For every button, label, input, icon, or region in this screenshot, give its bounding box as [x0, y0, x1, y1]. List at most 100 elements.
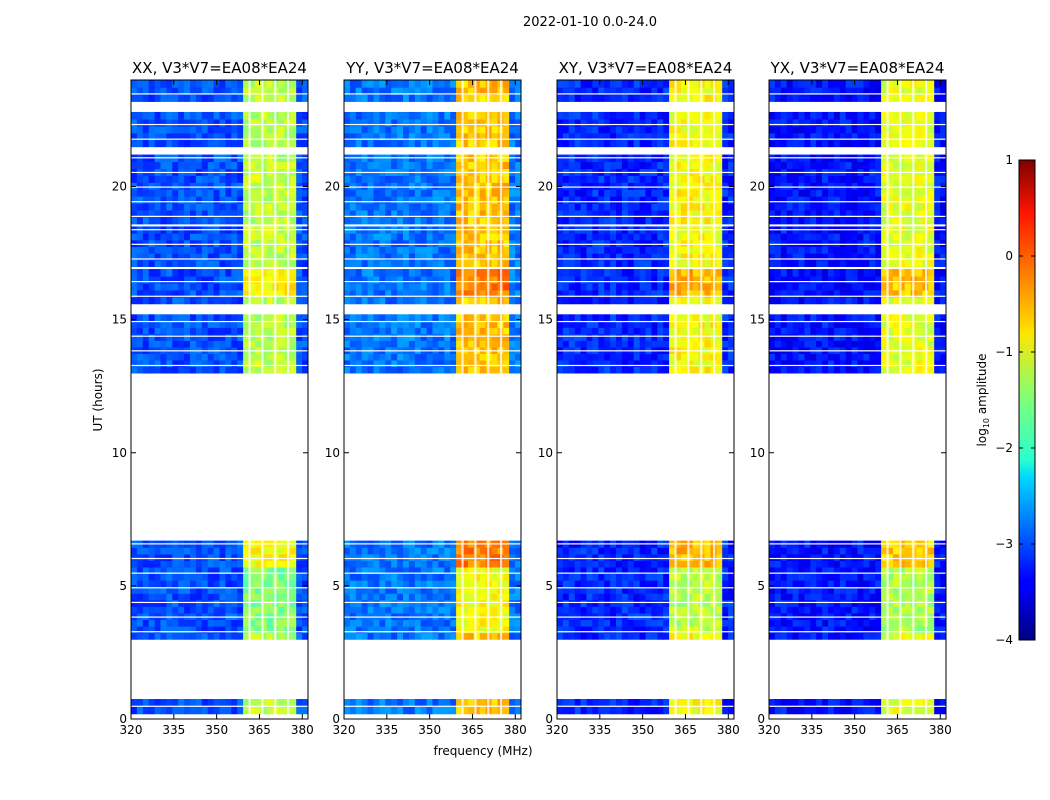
heatmap-cell: [669, 233, 676, 241]
heatmap-cell: [580, 706, 588, 715]
heatmap-cell: [420, 259, 428, 267]
heatmap-cell: [657, 320, 664, 328]
heatmap-cell: [219, 632, 226, 640]
heatmap-cell: [385, 282, 392, 291]
heatmap-cell: [704, 253, 711, 261]
heatmap-cell: [574, 580, 582, 588]
heatmap-cell: [639, 289, 647, 298]
heatmap-cell: [432, 246, 439, 254]
heatmap-cell: [213, 118, 221, 127]
heatmap-cell: [391, 94, 398, 102]
heatmap-cell: [680, 586, 688, 594]
heatmap-cell: [604, 320, 611, 328]
heatmap-cell: [562, 259, 570, 267]
heatmap-cell: [403, 320, 410, 328]
heatmap-cell: [136, 269, 144, 277]
heatmap-cell: [302, 216, 308, 225]
heatmap-cell: [290, 94, 297, 102]
heatmap-cell: [479, 209, 487, 218]
heatmap-cell: [131, 233, 138, 241]
heatmap-cell: [562, 340, 570, 348]
heatmap-cell: [467, 259, 475, 267]
heatmap-cell: [142, 132, 150, 141]
heatmap-cell: [349, 203, 357, 211]
heatmap-cell: [669, 203, 676, 211]
heatmap-cell: [604, 289, 611, 298]
heatmap-cell: [716, 239, 723, 248]
heatmap-cell: [651, 189, 658, 197]
heatmap-cell: [722, 296, 729, 305]
heatmap-cell: [574, 275, 582, 284]
heatmap-cell: [184, 118, 191, 127]
heatmap-cell: [385, 203, 392, 211]
heatmap-cell: [408, 80, 416, 88]
heatmap-cell: [420, 553, 428, 561]
heatmap-cell: [195, 209, 203, 218]
heatmap-cell: [473, 593, 481, 601]
heatmap-cell: [426, 275, 434, 284]
heatmap-cell: [491, 196, 498, 204]
heatmap-cell: [142, 706, 150, 715]
heatmap-cell: [397, 333, 404, 341]
heatmap-cell: [604, 560, 611, 568]
heatmap-cell: [166, 560, 173, 568]
heatmap-cell: [184, 327, 191, 335]
heatmap-cell: [397, 289, 404, 298]
heatmap-cell: [686, 175, 694, 183]
heatmap-cell: [580, 182, 588, 190]
heatmap-cell: [580, 203, 588, 211]
heatmap-cell: [397, 606, 404, 614]
heatmap-cell: [663, 706, 670, 715]
heatmap-cell: [201, 573, 209, 581]
heatmap-cell: [663, 253, 670, 261]
heatmap-cell: [344, 340, 351, 348]
heatmap-cell: [438, 216, 445, 225]
heatmap-cell: [438, 353, 445, 361]
heatmap-cell: [633, 366, 641, 374]
heatmap-cell: [633, 586, 641, 594]
heatmap-cell: [621, 189, 629, 197]
heatmap-cell: [420, 566, 428, 575]
heatmap-cell: [266, 553, 274, 561]
heatmap-cell: [361, 175, 369, 183]
heatmap-cell: [728, 314, 734, 322]
heatmap-cell: [557, 196, 564, 204]
heatmap-cell: [592, 182, 599, 190]
heatmap-cell: [580, 246, 588, 254]
heatmap-cell: [503, 125, 510, 134]
heatmap-cell: [190, 239, 197, 248]
heatmap-cell: [302, 111, 308, 120]
heatmap-cell: [426, 586, 434, 594]
heatmap-cell: [610, 560, 617, 568]
heatmap-cell: [651, 625, 658, 634]
heatmap-cell: [645, 327, 652, 335]
heatmap-cell: [503, 566, 510, 575]
heatmap-cell: [557, 125, 564, 134]
heatmap-cell: [278, 253, 285, 261]
heatmap-cell: [562, 269, 570, 277]
heatmap-cell: [467, 599, 475, 607]
heatmap-cell: [249, 706, 256, 715]
heatmap-cell: [450, 139, 457, 148]
heatmap-cell: [166, 632, 173, 640]
heatmap-cell: [225, 553, 232, 561]
heatmap-cell: [562, 246, 570, 254]
heatmap-cell: [408, 606, 416, 614]
heatmap-cell: [515, 125, 521, 134]
heatmap-cell: [249, 189, 256, 197]
heatmap-cell: [403, 327, 410, 335]
heatmap-cell: [627, 314, 635, 322]
heatmap-cell: [403, 161, 410, 169]
heatmap-cell: [355, 161, 363, 169]
heatmap-cell: [249, 606, 256, 614]
heatmap-cell: [722, 606, 729, 614]
heatmap-cell: [462, 353, 469, 361]
heatmap-cell: [639, 139, 647, 148]
heatmap-cell: [586, 366, 593, 374]
heatmap-cell: [680, 139, 688, 148]
heatmap-cell: [160, 580, 167, 588]
heatmap-cell: [142, 314, 150, 322]
heatmap-cell: [692, 203, 700, 211]
heatmap-cell: [491, 282, 498, 291]
heatmap-cell: [651, 118, 658, 127]
